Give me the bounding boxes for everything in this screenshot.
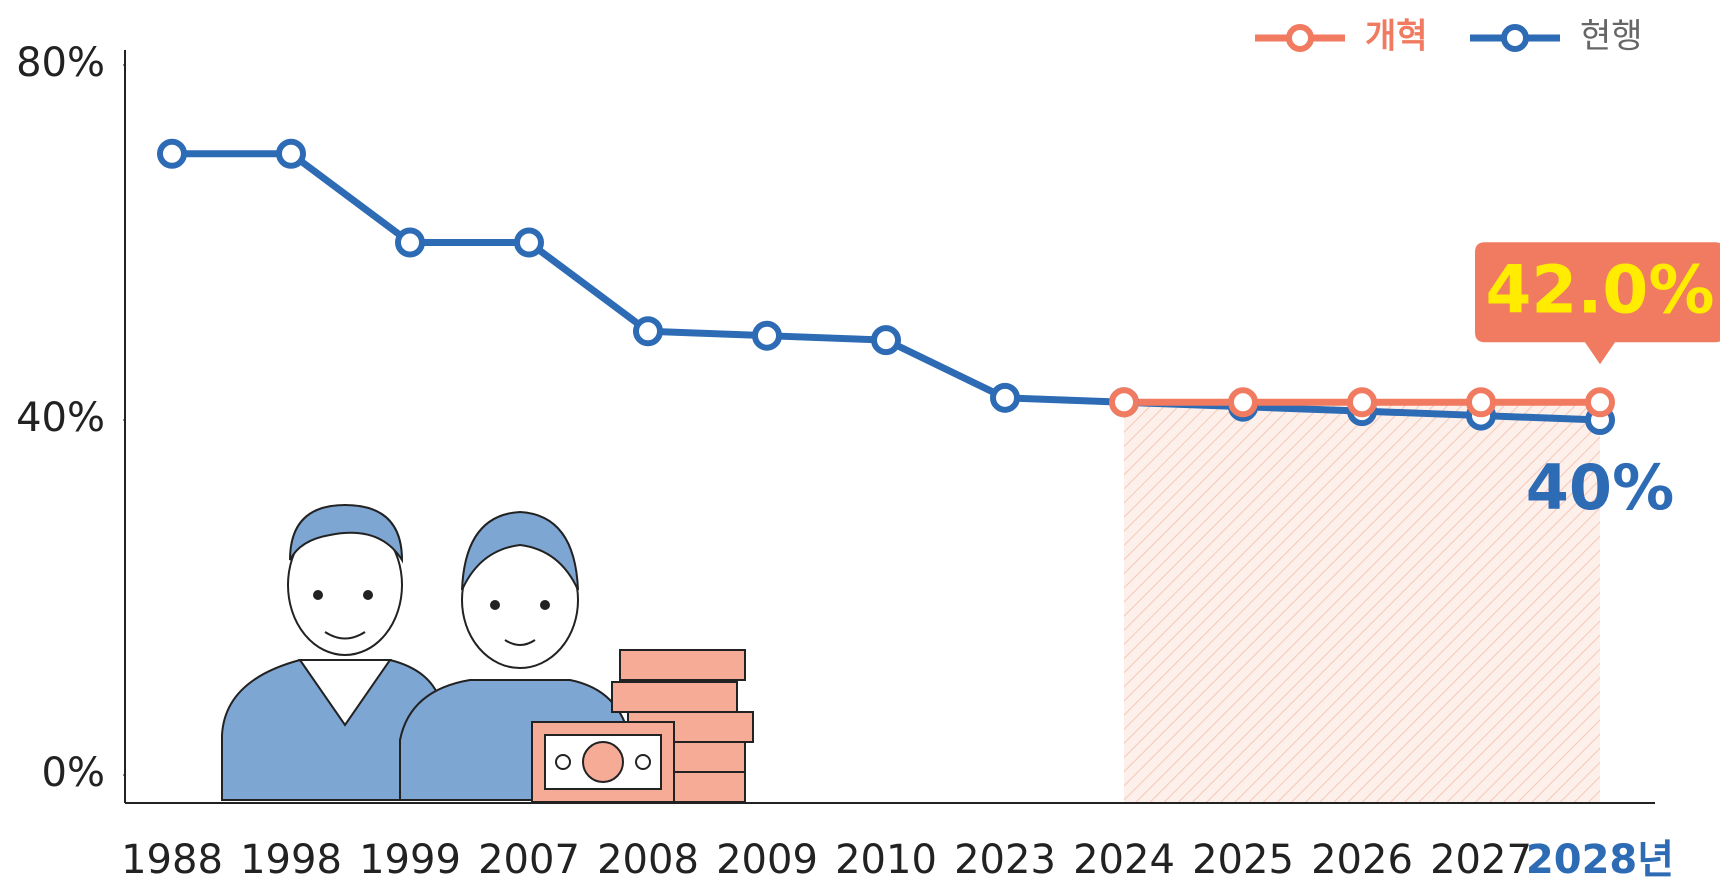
data-point — [157, 138, 187, 169]
x-tick-label: 2025 — [1192, 837, 1294, 882]
x-tick-label: 2024 — [1073, 837, 1175, 882]
x-tick-label: 2008 — [597, 837, 699, 882]
x-tick-label: 1988 — [121, 837, 223, 882]
illustration — [221, 503, 754, 803]
callout — [1475, 242, 1720, 365]
legend-label: 개혁 — [1365, 17, 1428, 57]
data-point — [1585, 387, 1615, 418]
data-point — [752, 320, 782, 351]
legend-label: 현행 — [1580, 17, 1643, 57]
x-tick-label: 2010 — [835, 837, 937, 882]
x-tick-label: 1999 — [359, 837, 461, 882]
legend-marker — [1286, 24, 1314, 52]
value-label: 42.0% — [1486, 251, 1715, 328]
data-point — [514, 227, 544, 258]
data-point — [990, 382, 1020, 413]
y-tick-label: 0% — [42, 750, 105, 796]
x-tick-label: 2027 — [1430, 837, 1532, 882]
data-point — [1228, 387, 1258, 418]
x-tick-label: 1998 — [240, 837, 342, 882]
x-tick-label: 2028년 — [1526, 837, 1674, 882]
data-point — [633, 316, 663, 347]
y-tick-label: 40% — [16, 395, 105, 441]
x-tick-label: 2009 — [716, 837, 818, 882]
data-point — [1109, 387, 1139, 418]
data-point — [1466, 387, 1496, 418]
x-tick-label: 2023 — [954, 837, 1056, 882]
x-tick-label: 2007 — [478, 837, 580, 882]
value-label: 40% — [1526, 451, 1674, 524]
data-point — [276, 138, 306, 169]
data-point — [395, 227, 425, 258]
x-tick-label: 2026 — [1311, 837, 1413, 882]
reform-area — [1124, 402, 1600, 803]
series-line — [172, 150, 1601, 424]
y-tick-label: 80% — [16, 40, 105, 86]
data-point — [1347, 387, 1377, 418]
legend-marker — [1501, 24, 1529, 52]
data-point — [871, 325, 901, 356]
